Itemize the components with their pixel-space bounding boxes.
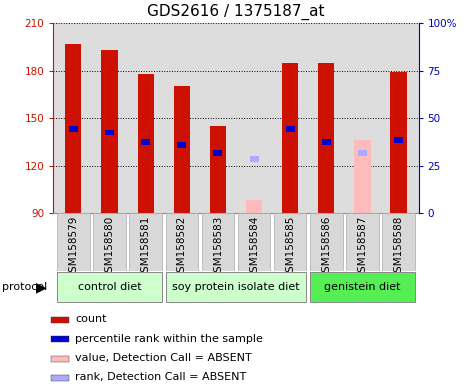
Bar [51, 375, 69, 381]
Text: GSM158585: GSM158585 [285, 216, 295, 280]
Text: GSM158581: GSM158581 [140, 216, 151, 280]
Text: GSM158584: GSM158584 [249, 216, 259, 280]
Bar [69, 126, 78, 132]
Bar [286, 126, 295, 132]
FancyBboxPatch shape [166, 213, 198, 271]
FancyBboxPatch shape [129, 213, 162, 271]
Bar [282, 63, 299, 213]
Bar [322, 139, 331, 145]
Text: soy protein isolate diet: soy protein isolate diet [172, 282, 300, 292]
FancyBboxPatch shape [202, 213, 234, 271]
FancyBboxPatch shape [93, 213, 126, 271]
FancyBboxPatch shape [57, 272, 162, 302]
Bar [354, 140, 371, 213]
FancyBboxPatch shape [346, 213, 379, 271]
Bar [173, 86, 190, 213]
Bar [51, 317, 69, 323]
Text: ▶: ▶ [36, 280, 46, 294]
Bar [391, 72, 407, 213]
Text: GSM158586: GSM158586 [321, 216, 332, 280]
Text: control diet: control diet [78, 282, 141, 292]
Bar [105, 129, 114, 135]
Bar [65, 44, 81, 213]
Text: GSM158580: GSM158580 [105, 216, 114, 279]
Bar [246, 200, 262, 213]
Bar [177, 142, 186, 148]
Text: GSM158579: GSM158579 [68, 216, 79, 280]
Bar [210, 126, 226, 213]
Title: GDS2616 / 1375187_at: GDS2616 / 1375187_at [147, 4, 325, 20]
FancyBboxPatch shape [238, 213, 270, 271]
Text: genistein diet: genistein diet [324, 282, 401, 292]
Text: GSM158583: GSM158583 [213, 216, 223, 280]
Text: rank, Detection Call = ABSENT: rank, Detection Call = ABSENT [75, 372, 246, 382]
Bar [213, 150, 222, 156]
FancyBboxPatch shape [310, 272, 415, 302]
Bar [138, 74, 154, 213]
Bar [394, 137, 403, 143]
Bar [141, 139, 150, 145]
Bar [358, 150, 367, 156]
Text: GSM158587: GSM158587 [358, 216, 367, 280]
Text: GSM158588: GSM158588 [393, 216, 404, 280]
Text: percentile rank within the sample: percentile rank within the sample [75, 334, 263, 344]
FancyBboxPatch shape [166, 272, 306, 302]
Bar [101, 50, 118, 213]
Text: GSM158582: GSM158582 [177, 216, 187, 280]
Text: value, Detection Call = ABSENT: value, Detection Call = ABSENT [75, 353, 252, 363]
Bar [318, 63, 334, 213]
Bar [51, 356, 69, 362]
Bar [51, 336, 69, 343]
FancyBboxPatch shape [310, 213, 343, 271]
FancyBboxPatch shape [57, 213, 90, 271]
FancyBboxPatch shape [274, 213, 306, 271]
Text: protocol: protocol [2, 282, 47, 292]
Text: count: count [75, 314, 106, 324]
FancyBboxPatch shape [382, 213, 415, 271]
Bar [250, 157, 259, 162]
